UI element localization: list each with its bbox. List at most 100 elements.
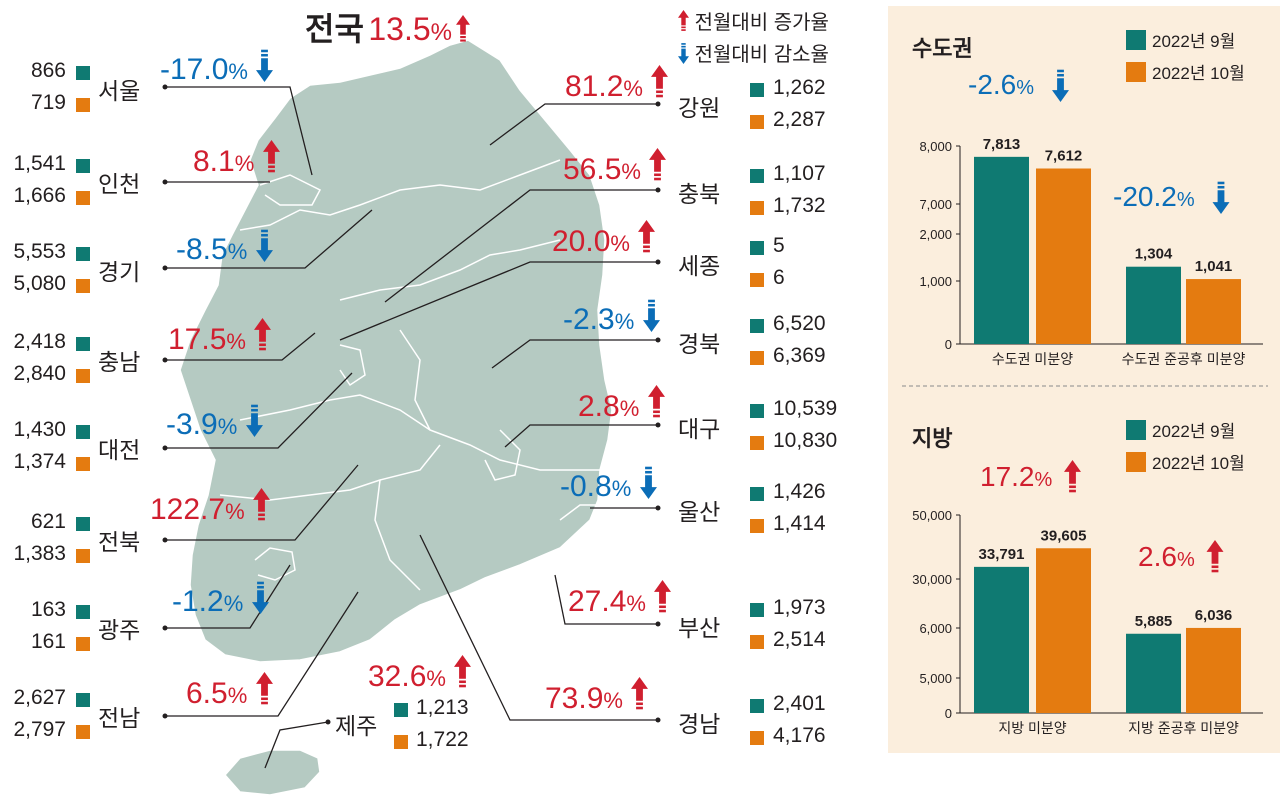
oct-value-daejeon: 1,374	[13, 450, 66, 473]
up-arrow-icon	[646, 580, 672, 618]
leader-line	[165, 209, 373, 269]
bar-sep	[1126, 633, 1181, 713]
panel-change-value: -2.6%	[968, 69, 1034, 100]
change-value: -3.9	[166, 408, 218, 441]
change-seoul: -17.0%	[160, 48, 274, 87]
oct-marker	[76, 191, 90, 205]
legend-label: 2022년 10월	[1152, 454, 1245, 473]
change-value: 27.4	[568, 585, 627, 618]
leader-dot	[655, 621, 661, 627]
region-name-incheon: 인천	[98, 171, 141, 197]
up-arrow-icon	[639, 385, 665, 423]
leader-line	[339, 261, 658, 341]
leader-line	[165, 86, 313, 176]
category-label: 지방 준공후 미분양	[1128, 720, 1239, 736]
region-name-chungnam: 충남	[98, 349, 141, 375]
leader-dot	[655, 337, 661, 343]
legend-swatch	[1126, 420, 1146, 440]
leader-dot	[162, 537, 168, 543]
sep-marker	[76, 605, 90, 619]
oct-marker	[750, 731, 764, 745]
sep-value-gwangju: 163	[30, 598, 66, 621]
change-value: 122.7	[150, 493, 226, 526]
region-name-jeonbuk: 전북	[98, 529, 141, 555]
province-border	[339, 344, 366, 387]
category-label: 수도권 미분양	[992, 351, 1073, 367]
bar-oct	[1186, 279, 1241, 344]
oct-marker	[394, 735, 408, 749]
sep-value-seoul: 866	[30, 59, 66, 82]
sep-marker	[76, 337, 90, 351]
region-name-daegu: 대구	[678, 416, 721, 442]
sep-marker	[76, 247, 90, 261]
down-arrow-icon	[634, 299, 660, 336]
sep-value-gyeongbuk: 6,520	[773, 312, 826, 335]
legend-up-label: 전월대비 증가율	[694, 12, 829, 34]
sep-marker	[76, 159, 90, 173]
sep-marker	[750, 487, 764, 501]
change-daegu: 2.8%	[578, 385, 665, 424]
down-arrow-icon	[248, 49, 274, 86]
percent-unit: %	[619, 396, 640, 421]
down-arrow-icon	[1052, 69, 1069, 102]
y-tick-label: 0	[945, 337, 952, 352]
leader-dot	[655, 101, 661, 107]
category-label: 수도권 준공후 미분양	[1122, 351, 1246, 367]
change-chungnam: 17.5%	[168, 318, 272, 357]
change-chungbuk: 56.5%	[563, 148, 667, 187]
up-arrow-icon	[643, 65, 669, 103]
bar-value-label: 7,813	[983, 136, 1021, 153]
region-name-chungbuk: 충북	[678, 181, 721, 207]
sep-value-busan: 1,973	[773, 596, 826, 619]
province-border	[219, 444, 441, 501]
leader-dot	[655, 187, 661, 193]
down-arrow-icon	[1212, 181, 1230, 214]
down-arrow-icon	[247, 229, 273, 266]
down-arrow-icon	[243, 581, 269, 618]
sep-value-daejeon: 1,430	[13, 418, 66, 441]
sep-value-gangwon: 1,262	[773, 76, 826, 99]
leader-line	[491, 339, 658, 369]
leader-dot	[162, 179, 168, 185]
change-value: 6.5	[186, 677, 228, 710]
region-name-daejeon: 대전	[98, 437, 141, 463]
change-value: 73.9	[545, 682, 604, 715]
oct-marker	[76, 457, 90, 471]
oct-value-incheon: 1,666	[13, 184, 66, 207]
sep-value-chungbuk: 1,107	[773, 162, 826, 185]
bar-sep	[974, 566, 1029, 713]
leader-line	[165, 564, 291, 629]
leader-line	[554, 574, 658, 625]
oct-marker	[76, 549, 90, 563]
province-border	[339, 239, 561, 301]
region-name-ulsan: 울산	[678, 499, 721, 525]
sep-marker	[750, 169, 764, 183]
change-gangwon: 81.2%	[565, 65, 669, 104]
up-arrow-icon	[641, 148, 667, 186]
leader-dot	[162, 357, 168, 363]
oct-value-jeonnam: 2,797	[13, 718, 66, 741]
percent-unit: %	[626, 591, 646, 616]
national-title: 전국	[305, 11, 364, 47]
side-panel: 수도권 2022년 9월 2022년 10월 8,000 7,000 2,000 1,000…	[888, 6, 1280, 753]
province-border	[239, 159, 561, 231]
change-gwangju: -1.2%	[172, 580, 269, 619]
y-tick-label: 0	[945, 706, 952, 721]
y-tick-label: 8,000	[919, 139, 952, 154]
leader-dot	[655, 717, 661, 723]
percent-unit: %	[225, 499, 245, 524]
province-border	[399, 329, 600, 471]
percent-unit: %	[223, 591, 244, 616]
sep-marker	[76, 517, 90, 531]
category-label: 지방 미분양	[998, 720, 1066, 736]
oct-marker	[76, 98, 90, 112]
up-arrow-icon	[623, 677, 649, 715]
oct-marker	[750, 115, 764, 129]
region-name-jeju: 제주	[335, 713, 378, 739]
percent-unit: %	[234, 151, 255, 176]
oct-value-gyeongnam: 4,176	[773, 724, 826, 747]
percent-unit: %	[603, 688, 623, 713]
legend-swatch	[1126, 452, 1146, 472]
leader-dot	[162, 713, 168, 719]
